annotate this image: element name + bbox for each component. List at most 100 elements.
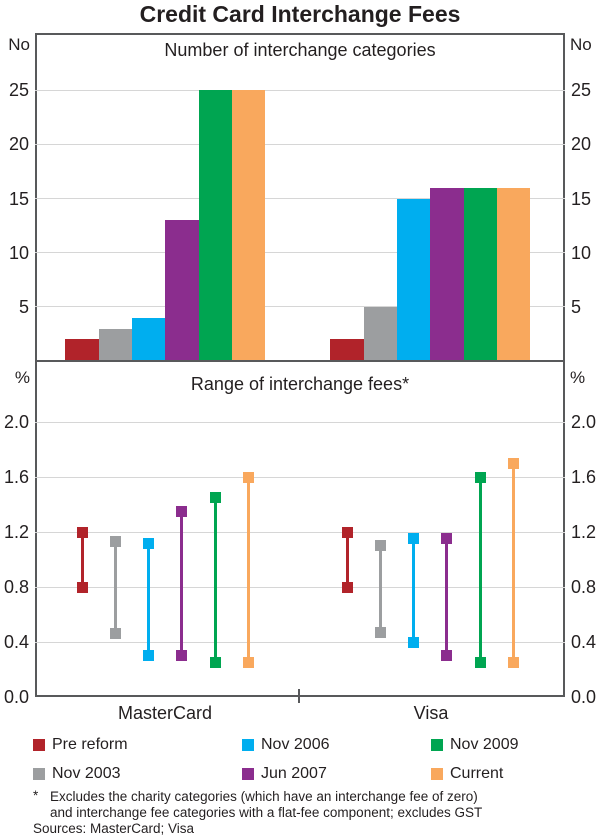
x-label-visa: Visa xyxy=(413,703,449,723)
y-tick-label-left: 0.0 xyxy=(3,687,29,707)
range-marker-pre-reform xyxy=(341,581,353,593)
legend-item-jun-2007: Jun 2007 xyxy=(242,766,327,782)
range-marker-jun-2007 xyxy=(176,505,188,517)
bar-nov-2003 xyxy=(98,328,132,361)
sources-line: Sources: MasterCard; Visa xyxy=(33,821,195,836)
range-marker-nov-2006 xyxy=(143,650,155,662)
range-line-nov-2009 xyxy=(478,477,482,663)
legend-label: Nov 2003 xyxy=(52,765,121,782)
range-marker-jun-2007 xyxy=(176,650,188,662)
legend-label: Pre reform xyxy=(52,736,128,753)
top-panel-title: Number of interchange categories xyxy=(164,40,436,60)
footnote-line-2: and interchange fee categories with a fl… xyxy=(50,805,483,820)
y-tick-label-left: 1.6 xyxy=(3,467,29,488)
y-tick-label-right: 25 xyxy=(571,80,592,101)
gridline xyxy=(35,641,565,643)
range-marker-current xyxy=(243,471,255,483)
legend-label: Current xyxy=(450,765,504,782)
range-line-pre-reform xyxy=(345,532,349,588)
range-marker-nov-2009 xyxy=(209,492,221,504)
bar-nov-2006 xyxy=(132,317,166,361)
legend-swatch-icon xyxy=(33,739,45,751)
bar-nov-2006 xyxy=(397,198,431,361)
y-tick-label-right: 0.0 xyxy=(571,687,597,707)
range-line-pre-reform xyxy=(80,532,84,588)
range-marker-nov-2006 xyxy=(143,537,155,549)
y-tick-label-left: 20 xyxy=(8,134,29,155)
gridline xyxy=(35,476,565,478)
top-unit-label-right: No xyxy=(570,35,592,54)
range-marker-nov-2006 xyxy=(408,636,420,648)
legend-swatch-icon xyxy=(431,739,443,751)
y-tick-label-right: 10 xyxy=(571,242,592,263)
bar-current xyxy=(496,187,531,361)
y-tick-label-left: 0.4 xyxy=(3,632,29,653)
legend-item-current: Current xyxy=(431,766,503,782)
range-line-nov-2006 xyxy=(147,543,151,656)
range-marker-pre-reform xyxy=(76,581,88,593)
range-line-nov-2003 xyxy=(378,545,382,633)
gridline xyxy=(35,89,565,91)
gridline xyxy=(35,306,565,308)
range-marker-pre-reform xyxy=(341,526,353,538)
range-marker-current xyxy=(508,457,520,469)
legend-item-nov-2009: Nov 2009 xyxy=(431,737,519,753)
bar-nov-2009 xyxy=(198,90,232,361)
range-line-nov-2003 xyxy=(113,541,117,634)
bar-nov-2009 xyxy=(463,187,497,361)
chart-title: Credit Card Interchange Fees xyxy=(139,1,461,27)
y-tick-label-left: 2.0 xyxy=(3,412,29,433)
bottom-unit-label-right: % xyxy=(570,368,586,387)
y-tick-label-left: 10 xyxy=(8,242,29,263)
y-tick-label-left: 15 xyxy=(8,188,29,209)
range-marker-nov-2003 xyxy=(374,626,386,638)
bottom-panel-title: Range of interchange fees* xyxy=(190,374,410,394)
bar-jun-2007 xyxy=(430,187,464,361)
range-line-nov-2006 xyxy=(412,538,416,643)
y-tick-label-left: 5 xyxy=(18,296,29,317)
chart-frame xyxy=(35,33,565,697)
range-line-jun-2007 xyxy=(180,511,184,656)
gridline xyxy=(35,143,565,145)
range-marker-nov-2003 xyxy=(109,536,121,548)
y-tick-label-right: 2.0 xyxy=(571,412,597,433)
bar-pre-reform xyxy=(330,339,364,361)
y-tick-label-right: 20 xyxy=(571,134,592,155)
y-tick-label-right: 5 xyxy=(571,296,582,317)
range-marker-nov-2003 xyxy=(374,540,386,552)
legend-swatch-icon xyxy=(431,768,443,780)
range-line-jun-2007 xyxy=(445,538,449,656)
range-line-nov-2009 xyxy=(213,497,217,663)
range-line-current xyxy=(247,477,251,663)
y-tick-label-right: 15 xyxy=(571,188,592,209)
bar-current xyxy=(231,90,266,361)
gridline xyxy=(35,421,565,423)
legend-label: Jun 2007 xyxy=(261,765,327,782)
legend-swatch-icon xyxy=(33,768,45,780)
footnote-line-1: Excludes the charity categories (which h… xyxy=(50,789,478,804)
gridline xyxy=(35,586,565,588)
y-tick-label-left: 1.2 xyxy=(3,522,29,543)
footnote-marker: * xyxy=(33,788,39,803)
gridline xyxy=(35,252,565,254)
bar-pre-reform xyxy=(65,339,99,361)
range-marker-nov-2009 xyxy=(209,657,221,669)
range-marker-current xyxy=(243,657,255,669)
y-tick-label-right: 1.2 xyxy=(571,522,597,543)
gridline xyxy=(35,531,565,533)
range-marker-nov-2003 xyxy=(109,628,121,640)
legend-swatch-icon xyxy=(242,739,254,751)
legend-item-nov-2003: Nov 2003 xyxy=(33,766,121,782)
range-marker-nov-2009 xyxy=(474,657,486,669)
range-marker-nov-2006 xyxy=(408,533,420,545)
legend-swatch-icon xyxy=(242,768,254,780)
y-tick-label-left: 0.8 xyxy=(3,577,29,598)
legend-item-pre-reform: Pre reform xyxy=(33,737,128,753)
legend-label: Nov 2006 xyxy=(261,736,330,753)
range-marker-jun-2007 xyxy=(441,650,453,662)
legend-item-nov-2006: Nov 2006 xyxy=(242,737,330,753)
bottom-axis-center-tick xyxy=(298,689,300,703)
range-marker-current xyxy=(508,657,520,669)
y-tick-label-right: 0.4 xyxy=(571,632,597,653)
